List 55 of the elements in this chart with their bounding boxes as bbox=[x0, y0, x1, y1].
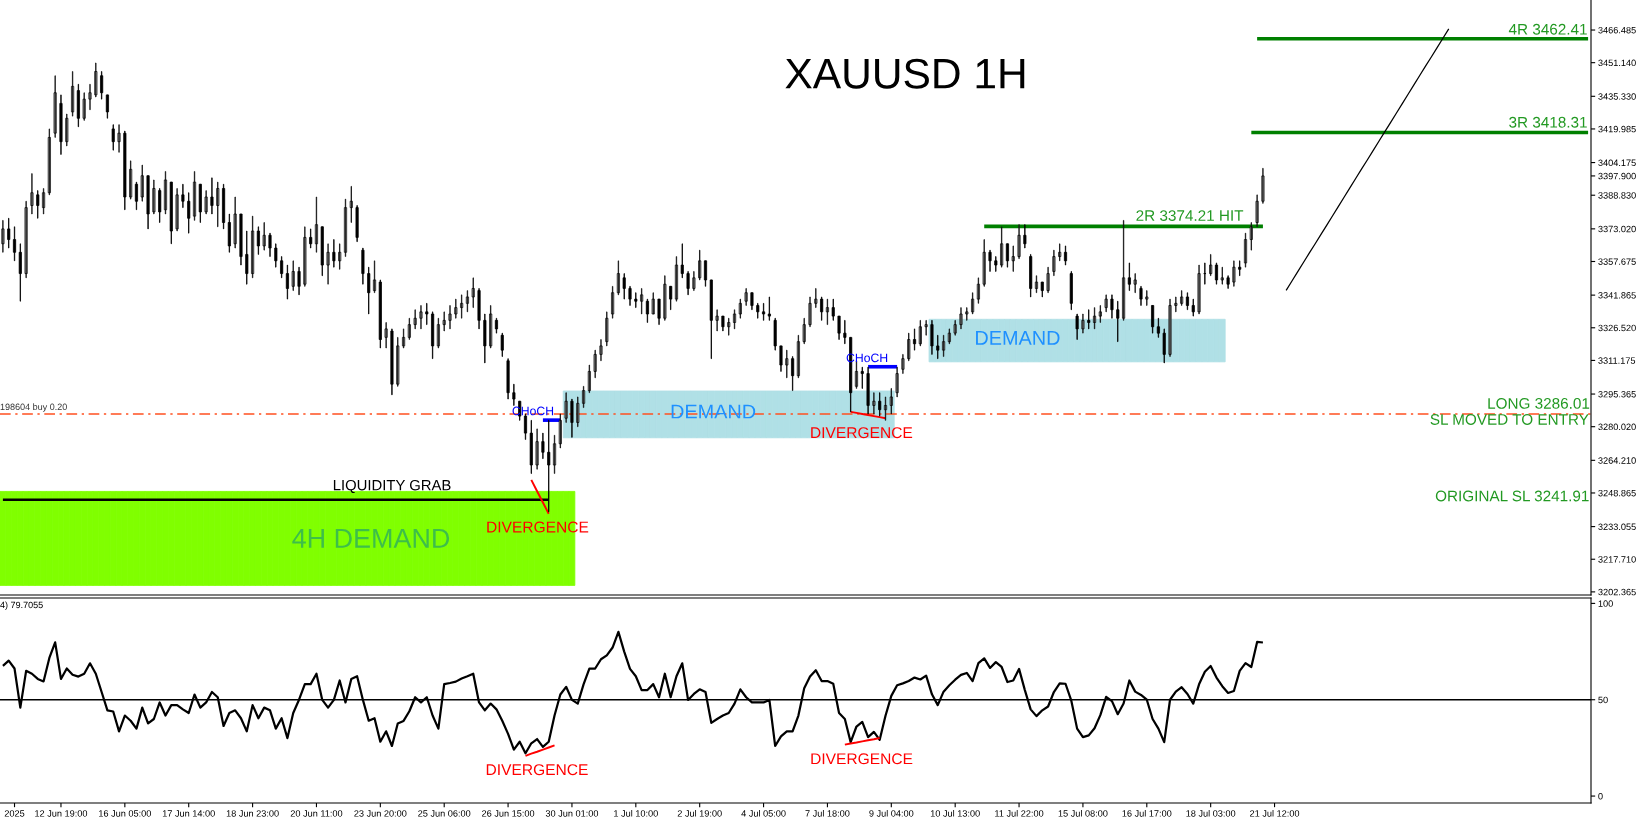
y-tick-label: 3341.865 bbox=[1598, 292, 1636, 299]
x-tick-label: 18 Jun 23:00 bbox=[226, 810, 279, 817]
y-tick-label: 3388.830 bbox=[1598, 192, 1636, 199]
x-tick-label: 11 Jul 22:00 bbox=[995, 809, 1044, 817]
annotation: 198604 buy 0.20 bbox=[0, 403, 67, 412]
y-tick-label: 0 bbox=[1598, 792, 1603, 800]
y-tick-label: 3248.865 bbox=[1598, 489, 1636, 497]
y-tick-label: 3397.900 bbox=[1598, 172, 1636, 180]
x-tick-label: 12 Jun 19:00 bbox=[35, 810, 88, 817]
x-tick-label: 17 Jun 14:00 bbox=[162, 810, 215, 817]
y-tick-label: 3326.520 bbox=[1598, 324, 1636, 332]
y-tick-label: 3280.020 bbox=[1598, 423, 1636, 431]
annotation: 4R 3462.41 bbox=[1508, 23, 1587, 35]
annotation: LIQUIDITY GRAB bbox=[333, 479, 451, 494]
y-tick-label: 3233.055 bbox=[1598, 523, 1636, 531]
y-tick-label: 3466.485 bbox=[1598, 26, 1636, 34]
x-tick-label: 2 Jul 19:00 bbox=[677, 809, 722, 817]
annotation: 3R 3418.31 bbox=[1509, 116, 1587, 128]
y-tick-label: 3217.710 bbox=[1598, 556, 1636, 563]
x-tick-label: 25 Jun 06:00 bbox=[418, 810, 471, 817]
x-tick-label: 2025 bbox=[4, 810, 25, 817]
x-tick-label: 23 Jun 20:00 bbox=[354, 810, 407, 817]
y-tick-label: 50 bbox=[1598, 696, 1608, 704]
x-tick-label: 30 Jun 01:00 bbox=[545, 810, 599, 817]
x-tick-label: 9 Jul 04:00 bbox=[869, 809, 914, 817]
annotation: LONG 3286.01 bbox=[1488, 398, 1590, 409]
x-tick-label: 20 Jun 11:00 bbox=[290, 810, 343, 817]
y-tick-label: 3435.330 bbox=[1598, 93, 1636, 100]
y-tick-label: 3264.210 bbox=[1598, 457, 1636, 464]
x-tick-label: 15 Jul 08:00 bbox=[1058, 809, 1108, 817]
x-tick-label: 21 Jul 12:00 bbox=[1250, 809, 1300, 817]
x-tick-label: 16 Jul 17:00 bbox=[1122, 809, 1172, 817]
annotation: DIVERGENCE bbox=[486, 764, 588, 776]
y-tick-label: 3404.175 bbox=[1598, 159, 1636, 166]
y-tick-label: 3373.020 bbox=[1598, 225, 1636, 233]
annotation: 2R 3374.21 HIT bbox=[1136, 210, 1244, 221]
annotation: SL MOVED TO ENTRY bbox=[1430, 414, 1589, 425]
y-tick-label: 100 bbox=[1598, 600, 1613, 607]
text: XAUUSD 1H bbox=[785, 58, 1025, 89]
y-tick-label: 3295.365 bbox=[1598, 390, 1636, 398]
x-tick-label: 10 Jul 13:00 bbox=[930, 809, 980, 817]
y-tick-label: 3419.985 bbox=[1598, 125, 1636, 133]
y-tick-label: 3202.365 bbox=[1598, 588, 1636, 596]
x-tick-label: 1 Jul 10:00 bbox=[614, 809, 658, 817]
annotation: DIVERGENCE bbox=[811, 753, 913, 765]
x-tick-label: 26 Jun 15:00 bbox=[482, 810, 535, 817]
annotation: 4) 79.7055 bbox=[0, 601, 43, 610]
x-tick-label: 18 Jul 03:00 bbox=[1186, 809, 1236, 817]
annotation: ORIGINAL SL 3241.91 bbox=[1435, 490, 1589, 502]
y-tick-label: 3311.175 bbox=[1598, 357, 1636, 364]
y-tick-label: 3451.140 bbox=[1598, 59, 1636, 67]
y-tick-label: 3357.675 bbox=[1598, 258, 1636, 265]
x-tick-label: 4 Jul 05:00 bbox=[741, 809, 786, 817]
x-tick-label: 7 Jul 18:00 bbox=[805, 809, 850, 817]
x-tick-label: 16 Jun 05:00 bbox=[99, 810, 151, 817]
